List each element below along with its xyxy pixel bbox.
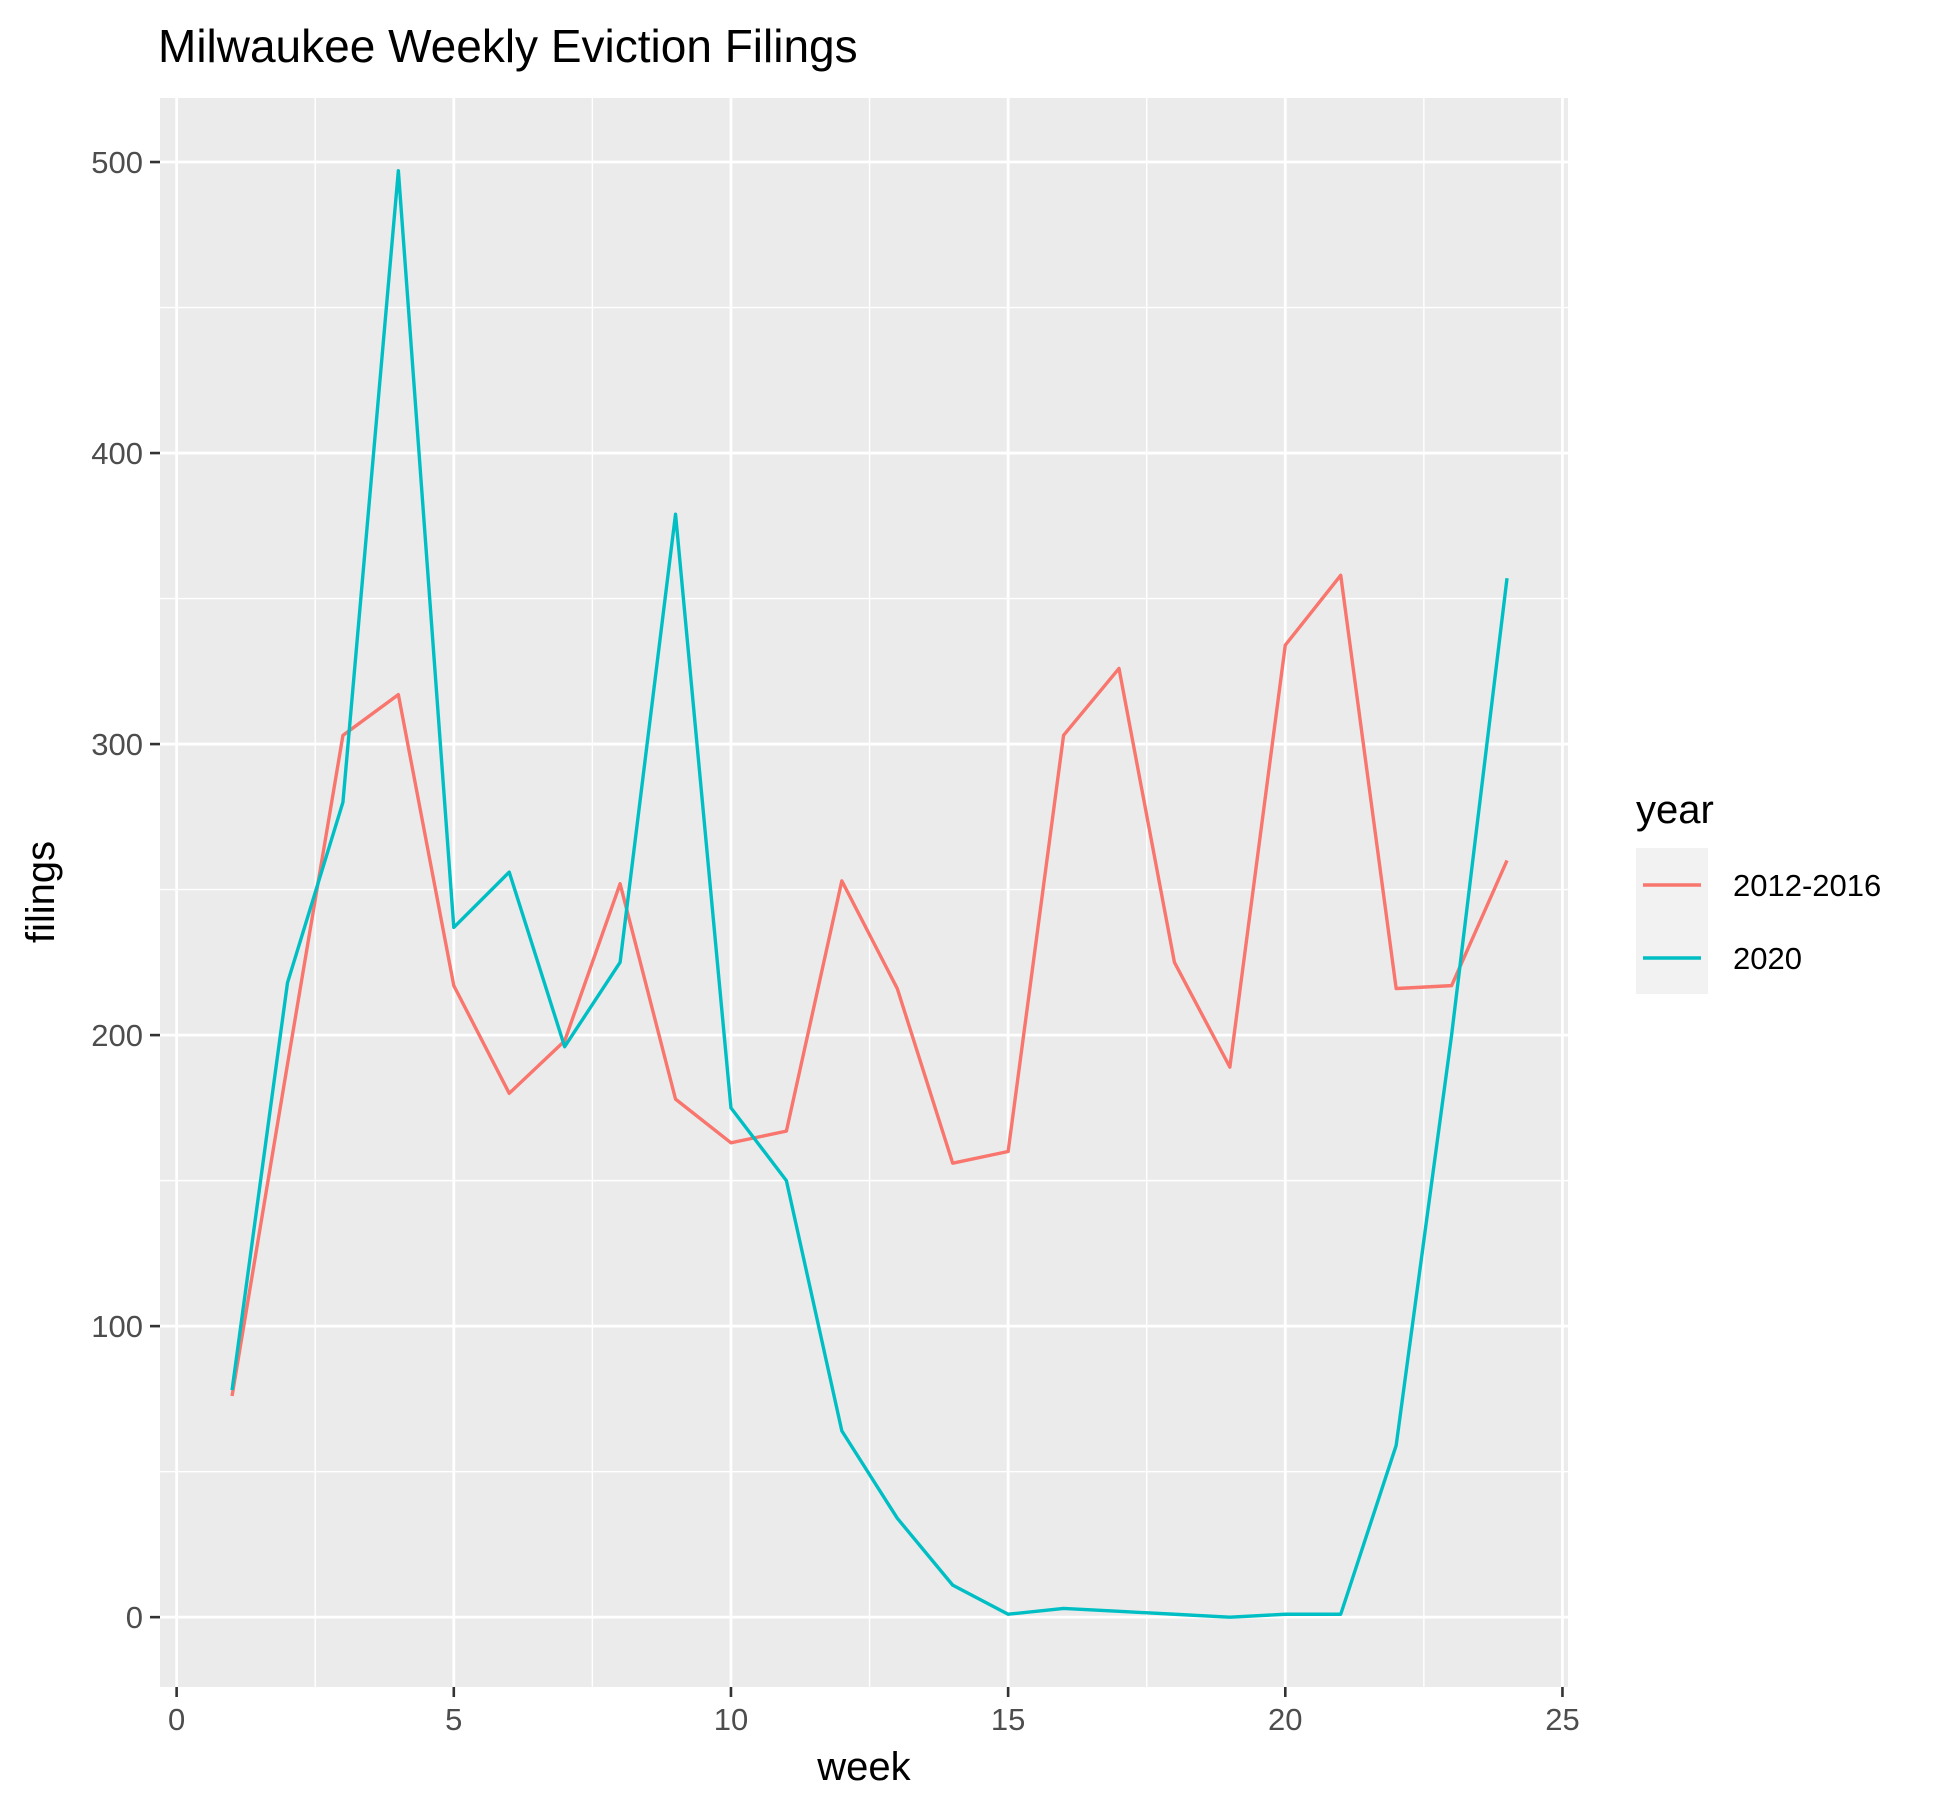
x-tick-label: 10 — [714, 1702, 748, 1737]
legend: year 2012-2016 2020 — [1636, 788, 1881, 994]
y-axis: 0 100 200 300 400 500 — [91, 145, 160, 1635]
plot-panel — [160, 98, 1568, 1687]
minor-gridlines — [160, 98, 1568, 1687]
legend-label: 2020 — [1733, 941, 1802, 976]
legend-title: year — [1636, 788, 1714, 832]
y-tick-label: 300 — [91, 727, 143, 762]
legend-label: 2012-2016 — [1733, 868, 1881, 903]
x-tick-label: 0 — [168, 1702, 185, 1737]
legend-key-background — [1636, 848, 1708, 994]
y-tick-label: 100 — [91, 1309, 143, 1344]
x-tick-label: 15 — [991, 1702, 1025, 1737]
x-axis-title: week — [816, 1745, 911, 1789]
x-axis: 0 5 10 15 20 25 — [168, 1687, 1580, 1737]
series-line-2020 — [230, 169, 1509, 1619]
series-line-2012-2016 — [230, 573, 1509, 1397]
x-tick-label: 20 — [1268, 1702, 1302, 1737]
x-tick-label: 25 — [1545, 1702, 1579, 1737]
y-tick-label: 0 — [126, 1600, 143, 1635]
y-tick-label: 500 — [91, 145, 143, 180]
x-tick-label: 5 — [445, 1702, 462, 1737]
series-lines — [230, 169, 1509, 1619]
y-axis-title: filings — [19, 841, 63, 943]
y-tick-label: 200 — [91, 1018, 143, 1053]
chart-title: Milwaukee Weekly Eviction Filings — [158, 20, 858, 72]
major-gridlines — [160, 98, 1568, 1687]
y-tick-label: 400 — [91, 436, 143, 471]
